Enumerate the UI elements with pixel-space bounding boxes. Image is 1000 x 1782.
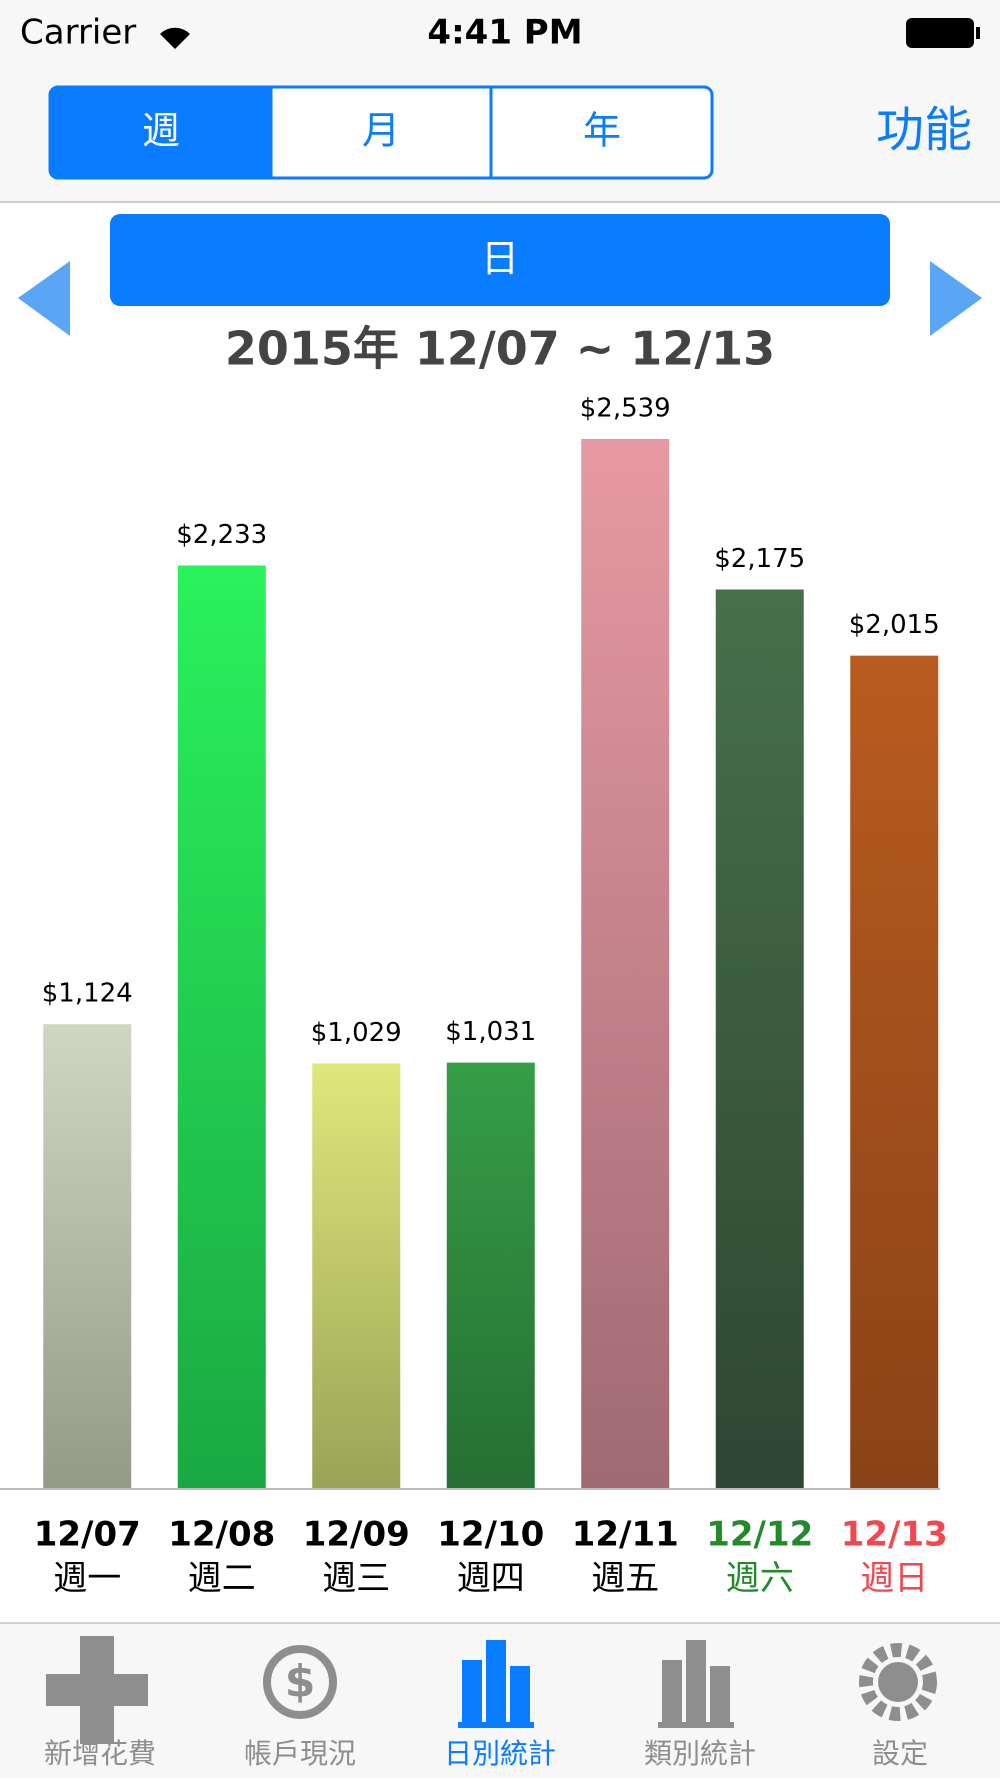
- tab-label[interactable]: 新增花費: [44, 1737, 156, 1770]
- bar: [43, 1024, 132, 1489]
- battery-tip: [976, 27, 980, 39]
- chart-title: 2015年 12/07 ~ 12/13: [225, 322, 775, 376]
- wifi-icon: [160, 27, 190, 49]
- tab-icon-account[interactable]: [263, 1645, 337, 1719]
- value-label: $2,233: [176, 520, 267, 550]
- mode-label[interactable]: 日: [481, 237, 519, 281]
- x-tick-label: 12/08: [168, 1515, 275, 1555]
- x-tick-label: 12/09: [303, 1515, 410, 1555]
- weekday-label: 週一: [53, 1559, 121, 1599]
- value-label: $2,539: [580, 393, 671, 423]
- bar: [581, 438, 670, 1489]
- tab-icon-daily[interactable]: [458, 1640, 534, 1728]
- weekday-label: 週三: [322, 1559, 390, 1599]
- value-label: $1,124: [42, 979, 133, 1009]
- battery: [906, 18, 974, 48]
- weekday-label: 週二: [188, 1559, 256, 1599]
- segment-month[interactable]: 月: [362, 109, 400, 153]
- value-label: $2,015: [849, 610, 940, 640]
- x-tick-label: 12/07: [34, 1515, 141, 1555]
- next-arrow[interactable]: [930, 261, 982, 336]
- tab-label[interactable]: 設定: [872, 1737, 928, 1770]
- bar: [177, 565, 266, 1489]
- value-label: $2,175: [714, 544, 805, 574]
- mode-button[interactable]: [110, 214, 890, 306]
- bar: [446, 1062, 535, 1489]
- x-tick-label: 12/10: [437, 1515, 544, 1555]
- segment-selected[interactable]: [50, 87, 271, 178]
- weekday-label: 週日: [860, 1559, 928, 1599]
- tab-icon-settings-core: [878, 1662, 918, 1702]
- value-label: $1,031: [445, 1017, 536, 1047]
- clock: 4:41 PM: [427, 13, 582, 53]
- tab-icon-add[interactable]: [46, 1636, 148, 1744]
- x-tick-label: 12/13: [841, 1515, 948, 1555]
- segment-week[interactable]: 週: [142, 109, 180, 153]
- tab-icon-dollar: $: [285, 1656, 316, 1707]
- prev-arrow[interactable]: [18, 261, 70, 336]
- weekday-label: 週五: [591, 1559, 659, 1599]
- tab-label[interactable]: 日別統計: [444, 1737, 556, 1770]
- weekday-label: 週四: [457, 1559, 525, 1599]
- weekday-label: 週六: [726, 1559, 794, 1599]
- tab-icon-settings[interactable]: [859, 1643, 937, 1721]
- tab-label[interactable]: 類別統計: [644, 1737, 756, 1770]
- function-button[interactable]: 功能: [876, 102, 972, 158]
- x-tick-label: 12/12: [706, 1515, 813, 1555]
- carrier: Carrier: [20, 13, 136, 53]
- value-label: $1,029: [311, 1018, 402, 1048]
- tab-label[interactable]: 帳戶現況: [244, 1737, 356, 1770]
- segment-year[interactable]: 年: [583, 109, 621, 153]
- tab-icon-category[interactable]: [658, 1640, 734, 1728]
- x-tick-label: 12/11: [572, 1515, 679, 1555]
- bar: [715, 589, 804, 1489]
- bar: [850, 655, 939, 1489]
- bar: [312, 1063, 401, 1489]
